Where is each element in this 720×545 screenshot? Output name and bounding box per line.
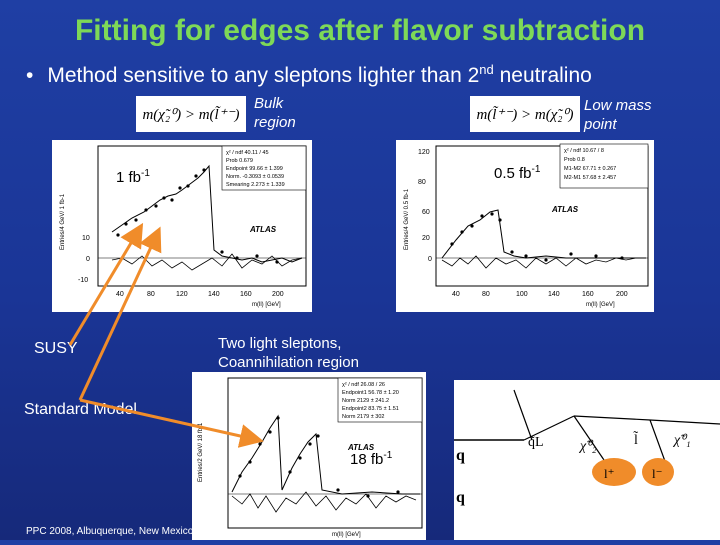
lumi-coann-text: 18 fb <box>350 451 384 468</box>
bullet-text: Method sensitive to any sleptons lighter… <box>47 64 480 87</box>
fit-lowmass-0: χ² / ndf 10.67 / 8 <box>564 148 604 154</box>
decay-diagram: q q̃L χ̃⁰₂ l̃ χ̃⁰₁ q l⁺ l⁻ <box>454 380 720 540</box>
page-number: 19 <box>665 526 677 537</box>
footer-text: PPC 2008, Albuquerque, New Mexico <box>26 526 194 537</box>
diag-chi1: χ̃⁰₁ <box>672 433 691 448</box>
arrow-sm-bulk <box>78 226 162 401</box>
arrow-susy <box>68 222 144 346</box>
fit-lowmass-3: M2-M1 57.68 ± 2.457 <box>564 175 616 181</box>
xaxis-lowmass: m(ll) [GeV] <box>586 302 615 308</box>
susy-label: SUSY <box>34 340 78 357</box>
lumi-bulk-text: 1 fb <box>116 169 142 186</box>
yaxis-bulk: Entries/4 GeV/ 1 fb-1 <box>60 193 66 250</box>
svg-text:200: 200 <box>272 291 284 298</box>
svg-text:200: 200 <box>616 291 628 298</box>
diag-q2: q <box>456 489 465 506</box>
region-bulk-label: Bulk region <box>254 95 296 131</box>
plot-lowmass-svg: χ² / ndf 10.67 / 8 Prob 0.8 M1-M2 67.71 … <box>404 143 649 308</box>
fit-coann-4: Norm 2179 ± 302 <box>342 414 384 420</box>
plot-coann-svg: χ² / ndf 26.08 / 26 Endpoint1 56.78 ± 1.… <box>198 377 423 538</box>
svg-text:80: 80 <box>418 179 426 186</box>
svg-text:0: 0 <box>86 256 90 263</box>
formula-right: m(l̃⁺⁻) > m(χ̃₂⁰) <box>470 96 580 132</box>
diag-lminus: l⁻ <box>652 466 662 481</box>
yaxis-lowmass: Entries/4 GeV/ 0.5 fb-1 <box>404 188 410 250</box>
xaxis-coann: m(ll) [GeV] <box>332 532 361 538</box>
bullet-text-after: neutralino <box>493 64 592 87</box>
fit-coann-3: Endpoint2 83.75 ± 1.51 <box>342 406 399 412</box>
lumi-lowmass-text: 0.5 fb <box>494 165 532 182</box>
fit-bulk-1: Prob 0.679 <box>226 158 253 164</box>
svg-text:-10: -10 <box>78 277 88 284</box>
svg-text:10: 10 <box>82 235 90 242</box>
formula-right-text: m(l̃⁺⁻) > m(χ̃₂⁰) <box>476 106 574 123</box>
diag-slep: l̃ <box>633 431 638 448</box>
svg-text:120: 120 <box>418 149 430 156</box>
fit-lowmass-2: M1-M2 67.71 ± 0.267 <box>564 166 616 172</box>
fit-lowmass-1: Prob 0.8 <box>564 157 585 163</box>
fit-coann-0: χ² / ndf 26.08 / 26 <box>342 382 385 388</box>
fit-coann-2: Norm 2129 ± 241.2 <box>342 398 389 404</box>
fit-coann-1: Endpoint1 56.78 ± 1.20 <box>342 390 399 396</box>
plot-bulk: χ² / ndf 40.11 / 45 Prob 0.679 Endpoint … <box>52 140 312 312</box>
svg-text:80: 80 <box>147 291 155 298</box>
decay-diagram-svg: q q̃L χ̃⁰₂ l̃ χ̃⁰₁ q l⁺ l⁻ <box>454 389 720 506</box>
svg-text:140: 140 <box>548 291 560 298</box>
formula-left: m(χ̃₂⁰) > m(l̃⁺⁻) <box>136 96 246 132</box>
fit-bulk-2: Endpoint 99.66 ± 1.399 <box>226 166 283 172</box>
bullet-marker: • <box>26 64 34 87</box>
svg-text:40: 40 <box>116 291 124 298</box>
svg-text:140: 140 <box>208 291 220 298</box>
lumi-coann-label: 18 fb-1 <box>350 450 392 468</box>
svg-text:60: 60 <box>422 209 430 216</box>
svg-text:120: 120 <box>176 291 188 298</box>
diag-q: q <box>456 447 465 464</box>
fit-bulk-4: Smearing 2.273 ± 1.339 <box>226 182 285 188</box>
lumi-bulk-label: 1 fb-1 <box>116 168 150 186</box>
svg-text:80: 80 <box>482 291 490 298</box>
lumi-lowmass-exp: -1 <box>531 164 541 175</box>
bullet-point: • Method sensitive to any sleptons lighte… <box>26 62 592 88</box>
region-lowmass-label: Low mass point <box>584 97 652 133</box>
diag-qL: q̃L <box>528 435 544 450</box>
atlas-label-lowmass: ATLAS <box>551 205 579 214</box>
fit-bulk-0: χ² / ndf 40.11 / 45 <box>226 150 269 156</box>
svg-text:100: 100 <box>516 291 528 298</box>
region-coann-label: Two light sleptons, Coannihilation regio… <box>218 335 359 371</box>
arrow-sm-coann <box>79 398 264 448</box>
svg-text:40: 40 <box>452 291 460 298</box>
yaxis-coann: Entries/2 GeV/ 18 fb-1 <box>198 422 204 482</box>
bullet-sup: nd <box>479 62 494 77</box>
xaxis-bulk: m(ll) [GeV] <box>252 302 281 308</box>
slide-title: Fitting for edges after flavor subtracti… <box>74 14 646 47</box>
svg-text:20: 20 <box>422 235 430 242</box>
lumi-coann-exp: -1 <box>383 450 393 461</box>
fit-bulk-3: Norm. -0.3093 ± 0.0539 <box>226 174 284 180</box>
plot-bulk-svg: χ² / ndf 40.11 / 45 Prob 0.679 Endpoint … <box>60 145 307 308</box>
atlas-label-bulk: ATLAS <box>249 225 277 234</box>
plot-lowmass: χ² / ndf 10.67 / 8 Prob 0.8 M1-M2 67.71 … <box>396 140 654 312</box>
svg-text:160: 160 <box>582 291 594 298</box>
lumi-lowmass-label: 0.5 fb-1 <box>494 164 540 182</box>
lumi-bulk-exp: -1 <box>141 168 150 179</box>
diag-chi2: χ̃⁰₂ <box>578 439 597 454</box>
svg-text:0: 0 <box>428 256 432 263</box>
diag-lplus: l⁺ <box>604 466 614 481</box>
formula-left-text: m(χ̃₂⁰) > m(l̃⁺⁻) <box>142 106 240 123</box>
atlas-label-coann: ATLAS <box>347 443 375 452</box>
plot-coann: χ² / ndf 26.08 / 26 Endpoint1 56.78 ± 1.… <box>192 372 426 540</box>
svg-text:160: 160 <box>240 291 252 298</box>
